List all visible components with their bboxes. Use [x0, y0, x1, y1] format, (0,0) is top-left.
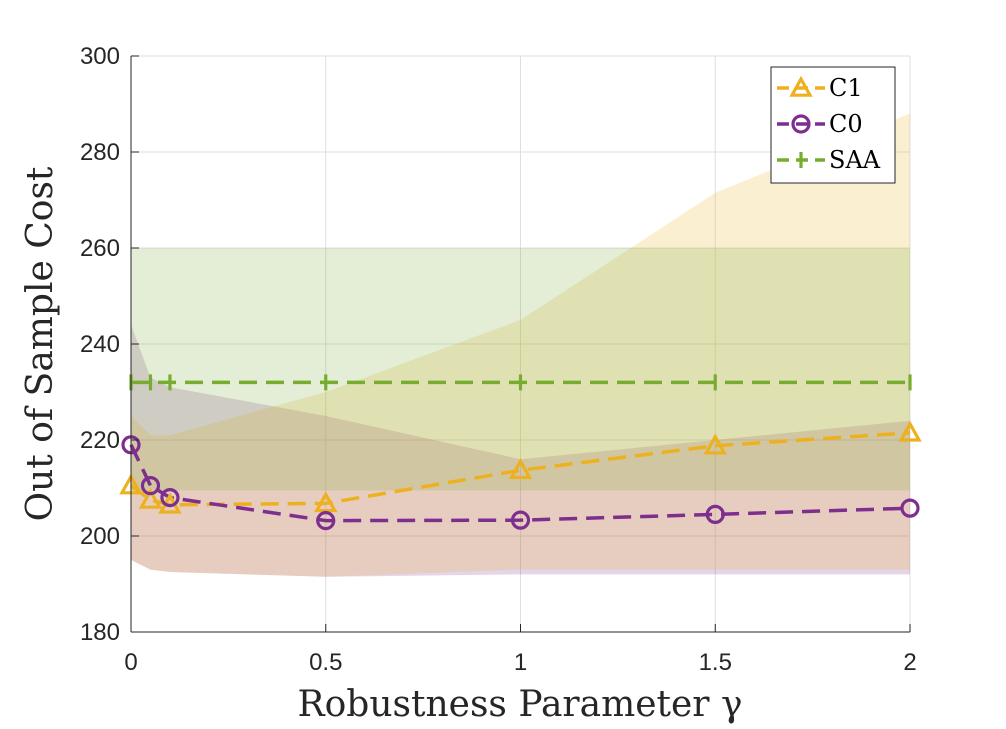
legend-label-c1: C1	[829, 74, 863, 102]
data-point-c0	[316, 511, 336, 531]
x-tick-label: 2	[903, 649, 916, 676]
data-point-c1	[703, 433, 727, 455]
y-tick-label: 260	[80, 235, 120, 262]
y-tick-label: 200	[80, 523, 120, 550]
y-tick-label: 180	[80, 619, 120, 646]
data-point-c1	[898, 420, 922, 442]
legend-label-saa: SAA	[829, 146, 881, 174]
legend: C1 C0 SAA	[770, 66, 896, 184]
y-tick-label: 280	[80, 139, 120, 166]
legend-marker-c0	[791, 114, 811, 134]
axes	[130, 55, 911, 633]
band-c1	[131, 113, 910, 577]
y-tick-label: 300	[80, 43, 120, 70]
y-axis-label: Out of Sample Cost	[20, 166, 61, 521]
series-line-c0	[129, 444, 911, 523]
data-point-c0	[510, 510, 531, 530]
data-point-c1	[314, 491, 338, 513]
band-saa	[131, 248, 910, 491]
x-tick-label: 0.5	[309, 649, 342, 676]
data-point-c1	[138, 487, 163, 509]
data-point-c0	[160, 488, 180, 508]
x-axis-label: Robustness Parameter γ	[298, 684, 743, 725]
y-tick-label: 240	[80, 331, 120, 358]
tick-labels: 0 0.5 1 1.5 2 180 200 220 240 260 280 300	[80, 43, 917, 676]
x-tick-label: 1	[514, 649, 527, 676]
legend-label-c0: C0	[829, 110, 863, 138]
y-tick-label: 220	[80, 427, 120, 454]
legend-marker-c1	[789, 75, 813, 97]
data-point-c0	[900, 498, 920, 518]
data-point-c1	[508, 457, 533, 480]
series-line-c1	[129, 431, 911, 507]
x-tick-label: 0	[124, 649, 137, 676]
x-tick-label: 1.5	[699, 649, 732, 676]
data-point-c0	[140, 476, 161, 496]
data-point-c0	[705, 504, 725, 525]
